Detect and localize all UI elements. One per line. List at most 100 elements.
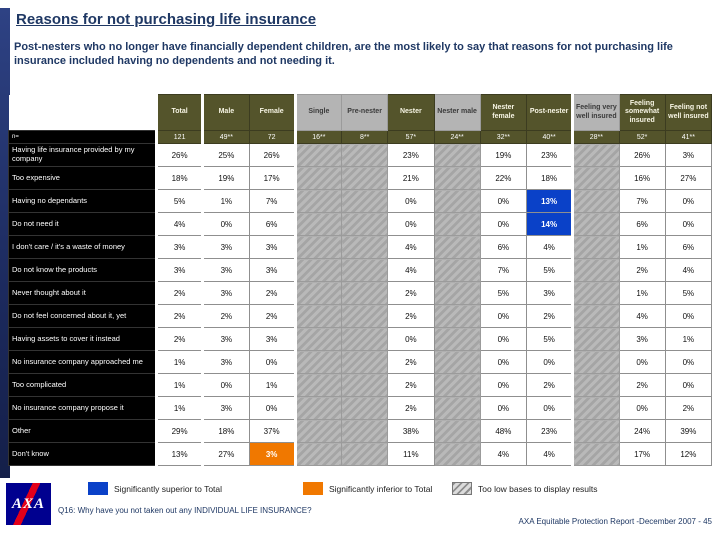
cell-r2-c5 — [340, 166, 389, 190]
cell-r4-c2: 0% — [201, 212, 250, 236]
cell-r11-c1: 1% — [154, 373, 204, 397]
row-label-9: Having assets to cover it instead — [8, 327, 157, 351]
cell-r7-c2: 3% — [201, 281, 250, 305]
cell-r4-c11: 6% — [618, 212, 666, 236]
base-value-9: 40** — [525, 130, 574, 144]
cell-r7-c9: 3% — [525, 281, 574, 305]
cell-r10-c11: 0% — [618, 350, 666, 374]
cell-r3-c1: 5% — [154, 189, 204, 213]
cell-r10-c10 — [571, 350, 620, 374]
cell-r11-c5 — [340, 373, 389, 397]
legend-label-lowbase: Too low bases to display results — [478, 483, 598, 494]
cell-r1-c8: 19% — [479, 143, 528, 167]
cell-r14-c8: 4% — [479, 442, 528, 466]
row-label-11: Too complicated — [8, 373, 157, 397]
cell-r6-c7 — [433, 258, 481, 282]
slide-title: Reasons for not purchasing life insuranc… — [16, 11, 317, 28]
legend-item-superior: Significantly superior to Total — [88, 482, 222, 495]
row-label-7: Never thought about it — [8, 281, 157, 305]
cell-r5-c5 — [340, 235, 389, 259]
table-wrap: Total Male Female Single Pre-nester Nester Nes… — [8, 94, 713, 466]
cell-r13-c11: 24% — [618, 419, 666, 443]
cell-r8-c7 — [433, 304, 481, 328]
cell-r7-c5 — [340, 281, 389, 305]
cell-r6-c9: 5% — [525, 258, 574, 282]
cell-r12-c5 — [340, 396, 389, 420]
base-row: n= 121 49** 72 16** 8** 57* 24** 32** 40** 28** 52*… — [8, 130, 713, 144]
cell-r1-c7 — [433, 143, 481, 167]
cell-r10-c2: 3% — [201, 350, 250, 374]
cell-r11-c10 — [571, 373, 620, 397]
base-value-6: 57* — [387, 130, 435, 144]
left-accent-bar — [0, 8, 10, 478]
cell-r8-c1: 2% — [154, 304, 204, 328]
cell-r14-c1: 13% — [154, 442, 204, 466]
legend-label-superior: Significantly superior to Total — [114, 483, 223, 494]
base-value-7: 24** — [433, 130, 481, 144]
cell-r2-c6: 21% — [387, 166, 435, 190]
cell-r3-c3: 7% — [248, 189, 296, 213]
cell-r13-c6: 38% — [387, 419, 435, 443]
base-row-label: n= — [8, 130, 157, 144]
base-value-3: 72 — [248, 130, 296, 144]
cell-r9-c9: 5% — [525, 327, 574, 351]
cell-r5-c11: 1% — [618, 235, 666, 259]
cell-r12-c4 — [293, 396, 343, 420]
cell-r12-c9: 0% — [525, 396, 574, 420]
cell-r1-c4 — [293, 143, 343, 167]
cell-r7-c1: 2% — [154, 281, 204, 305]
cell-r7-c7 — [433, 281, 481, 305]
cell-r2-c1: 18% — [154, 166, 204, 190]
cell-r2-c3: 17% — [248, 166, 296, 190]
cell-r9-c6: 0% — [387, 327, 435, 351]
base-value-11: 52* — [618, 130, 666, 144]
cell-r4-c8: 0% — [479, 212, 528, 236]
cell-r5-c4 — [293, 235, 343, 259]
column-header-3: Female — [248, 94, 296, 131]
cell-r3-c5 — [340, 189, 389, 213]
cell-r13-c10 — [571, 419, 620, 443]
cell-r11-c2: 0% — [201, 373, 250, 397]
cell-r3-c11: 7% — [618, 189, 666, 213]
cell-r7-c8: 5% — [479, 281, 528, 305]
cell-r10-c6: 2% — [387, 350, 435, 374]
cell-r10-c5 — [340, 350, 389, 374]
cell-r8-c9: 2% — [525, 304, 574, 328]
cell-r11-c12: 0% — [664, 373, 713, 397]
cell-r12-c10 — [571, 396, 620, 420]
cell-r7-c12: 5% — [664, 281, 713, 305]
cell-r10-c4 — [293, 350, 343, 374]
cell-r6-c6: 4% — [387, 258, 435, 282]
cell-r12-c11: 0% — [618, 396, 666, 420]
table-row: Do not know the products 3% 3% 3% 4% 7% 5% 2% 4% — [8, 258, 713, 282]
base-value-2: 49** — [201, 130, 250, 144]
column-header-5: Pre-nester — [340, 94, 389, 131]
cell-r6-c3: 3% — [248, 258, 296, 282]
cell-r1-c11: 26% — [618, 143, 666, 167]
cell-r3-c10 — [571, 189, 620, 213]
column-header-7: Nester male — [433, 94, 481, 131]
row-label-14: Don't know — [8, 442, 157, 466]
table-row: Too expensive 18% 19% 17% 21% 22% 18% 16% 27% — [8, 166, 713, 190]
cell-r10-c7 — [433, 350, 481, 374]
footer-question: Q16: Why have you not taken out any INDI… — [58, 506, 312, 515]
cell-r2-c12: 27% — [664, 166, 713, 190]
inferior-color-swatch — [303, 482, 323, 495]
legend-item-inferior: Significantly inferior to Total — [303, 482, 432, 495]
cell-r4-c5 — [340, 212, 389, 236]
cell-r1-c10 — [571, 143, 620, 167]
cell-r14-c7 — [433, 442, 481, 466]
column-header-8: Nester female — [479, 94, 528, 131]
column-header-11: Feeling somewhat insured — [618, 94, 666, 131]
base-value-5: 8** — [340, 130, 389, 144]
base-value-10: 28** — [571, 130, 620, 144]
cell-r9-c1: 2% — [154, 327, 204, 351]
column-header-6: Nester — [387, 94, 435, 131]
cell-r1-c1: 26% — [154, 143, 204, 167]
cell-r5-c8: 6% — [479, 235, 528, 259]
table-row: Do not need it 4% 0% 6% 0% 0% 14% 6% 0% — [8, 212, 713, 236]
table-row: Having life insurance provided by my com… — [8, 143, 713, 167]
row-label-2: Too expensive — [8, 166, 157, 190]
cell-r5-c6: 4% — [387, 235, 435, 259]
cell-r14-c2: 27% — [201, 442, 250, 466]
